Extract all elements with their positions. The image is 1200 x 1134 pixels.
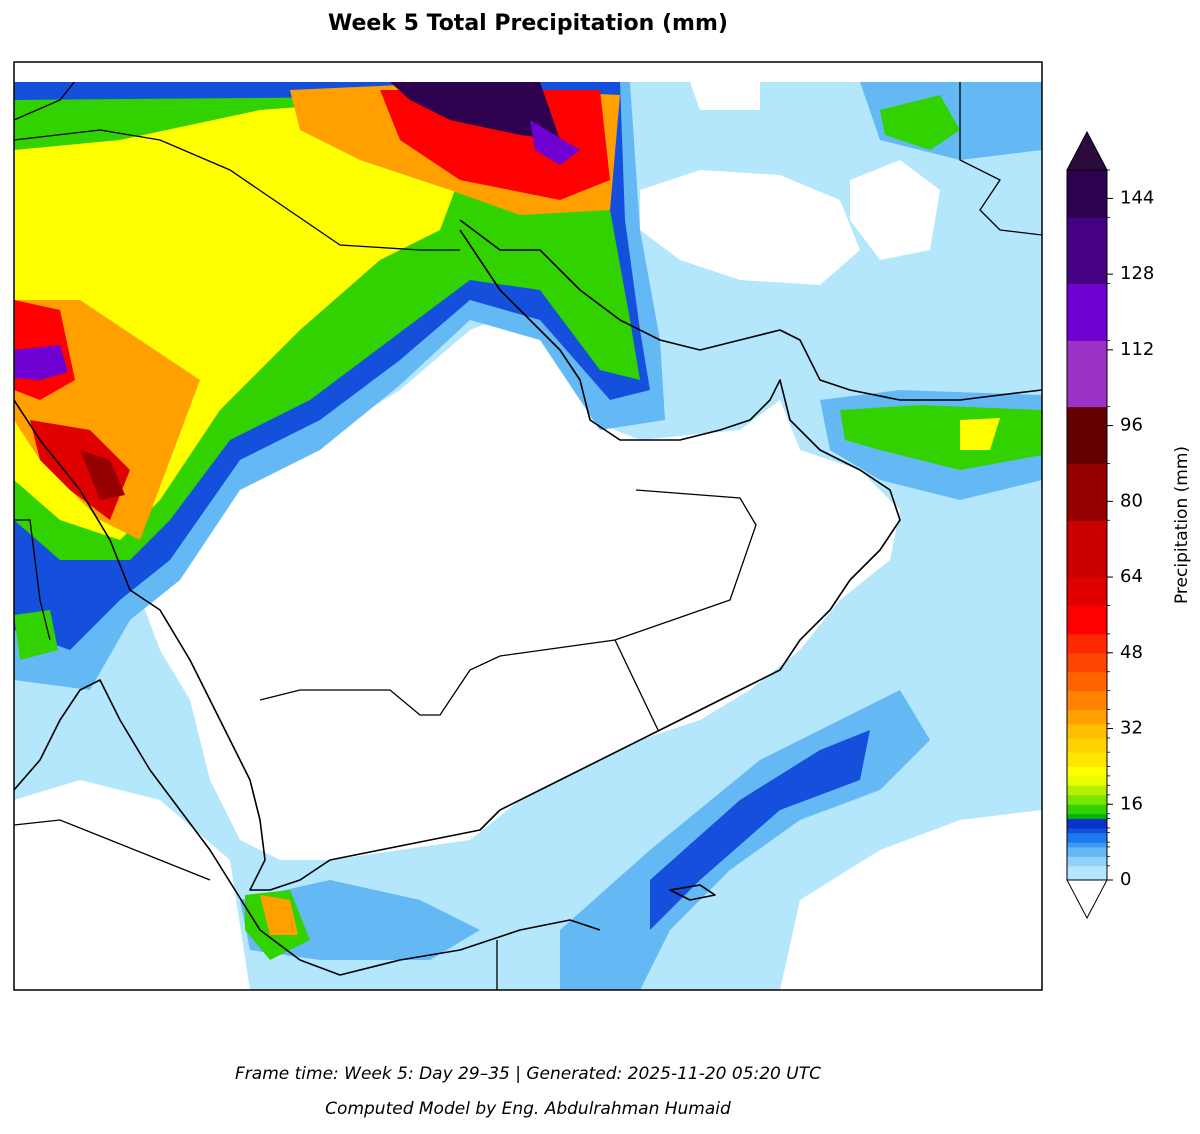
colorbar-band bbox=[1067, 520, 1107, 578]
colorbar-tick-label: 0 bbox=[1120, 869, 1131, 890]
precipitation-field bbox=[14, 82, 1042, 990]
colorbar: 0 16 32 48 64 80 96 112 128 144 bbox=[1066, 130, 1154, 920]
coastlines bbox=[14, 82, 1042, 990]
coastline bbox=[14, 679, 601, 976]
field-purple bbox=[530, 120, 580, 165]
map-frame bbox=[13, 61, 1043, 991]
coastline bbox=[14, 229, 901, 891]
colorbar-label: Precipitation (mm) bbox=[1172, 446, 1192, 604]
colorbar-tick-label: 112 bbox=[1120, 339, 1154, 360]
colorbar-band bbox=[1067, 842, 1107, 848]
colorbar-band bbox=[1067, 804, 1107, 815]
colorbar-band bbox=[1067, 813, 1107, 819]
field-darkred bbox=[80, 450, 125, 500]
colorbar-band bbox=[1067, 818, 1107, 829]
colorbar-band bbox=[1067, 340, 1107, 408]
colorbar-band bbox=[1067, 633, 1107, 654]
colorbar-band bbox=[1067, 723, 1107, 739]
border bbox=[14, 519, 51, 641]
footer-credit: Computed Model by Eng. Abdulrahman Humai… bbox=[325, 1099, 731, 1119]
colorbar-band bbox=[1067, 846, 1107, 857]
dry-area bbox=[780, 810, 1042, 990]
colorbar-band bbox=[1067, 856, 1107, 867]
colorbar-band bbox=[1067, 785, 1107, 796]
colorbar-band bbox=[1067, 605, 1107, 635]
border bbox=[959, 82, 1042, 236]
border bbox=[14, 82, 76, 121]
title: Week 5 Total Precipitation (mm) bbox=[328, 11, 728, 36]
field-purple bbox=[390, 82, 560, 140]
colorbar-band bbox=[1067, 671, 1107, 692]
colorbar-band bbox=[1067, 865, 1107, 881]
colorbar-band bbox=[1067, 775, 1107, 786]
colorbar-band bbox=[1067, 752, 1107, 767]
dry-area bbox=[690, 82, 760, 110]
footer-frame-time: Frame time: Week 5: Day 29–35 | Generate… bbox=[235, 1064, 821, 1084]
dry-area bbox=[14, 780, 250, 990]
colorbar-tick-label: 16 bbox=[1120, 793, 1143, 814]
field-green bbox=[14, 610, 58, 660]
dry-area bbox=[640, 170, 860, 285]
colorbar-band bbox=[1067, 217, 1107, 285]
coastline bbox=[669, 884, 716, 901]
colorbar-tick-label: 144 bbox=[1120, 187, 1154, 208]
colorbar-tick-label: 128 bbox=[1120, 263, 1154, 284]
colorbar-band bbox=[1067, 283, 1107, 341]
border bbox=[14, 819, 211, 881]
coastline bbox=[459, 219, 1042, 401]
field-red bbox=[380, 90, 610, 200]
colorbar-band bbox=[1067, 577, 1107, 606]
colorbar-band bbox=[1067, 690, 1107, 711]
colorbar-band bbox=[1067, 652, 1107, 673]
field-green bbox=[880, 95, 960, 150]
colorbar-frame bbox=[1066, 169, 1108, 881]
colorbar-band bbox=[1067, 170, 1107, 218]
colorbar-band bbox=[1067, 463, 1107, 521]
colorbar-extend-low bbox=[1066, 879, 1108, 920]
border bbox=[259, 489, 757, 716]
colorbar-band bbox=[1067, 832, 1107, 843]
border bbox=[14, 129, 460, 251]
colorbar-band bbox=[1067, 827, 1107, 834]
colorbar-tick-label: 80 bbox=[1120, 490, 1143, 511]
field-dark bbox=[650, 730, 870, 930]
colorbar-extend-high bbox=[1066, 130, 1108, 171]
field-purple bbox=[14, 345, 68, 380]
dry-area bbox=[850, 160, 940, 260]
colorbar-tick-label: 32 bbox=[1120, 718, 1143, 739]
colorbar-tick-label: 64 bbox=[1120, 566, 1143, 587]
colorbar-tick-label: 96 bbox=[1120, 415, 1143, 436]
colorbar-tick-label: 48 bbox=[1120, 642, 1143, 663]
map bbox=[13, 61, 1043, 991]
colorbar-band bbox=[1067, 766, 1107, 777]
field-yellow bbox=[960, 418, 1000, 450]
colorbar-band bbox=[1067, 709, 1107, 725]
border bbox=[614, 639, 659, 731]
colorbar-band bbox=[1067, 406, 1107, 464]
field-orange bbox=[260, 895, 298, 935]
colorbar-band bbox=[1067, 738, 1107, 753]
colorbar-band bbox=[1067, 794, 1107, 805]
